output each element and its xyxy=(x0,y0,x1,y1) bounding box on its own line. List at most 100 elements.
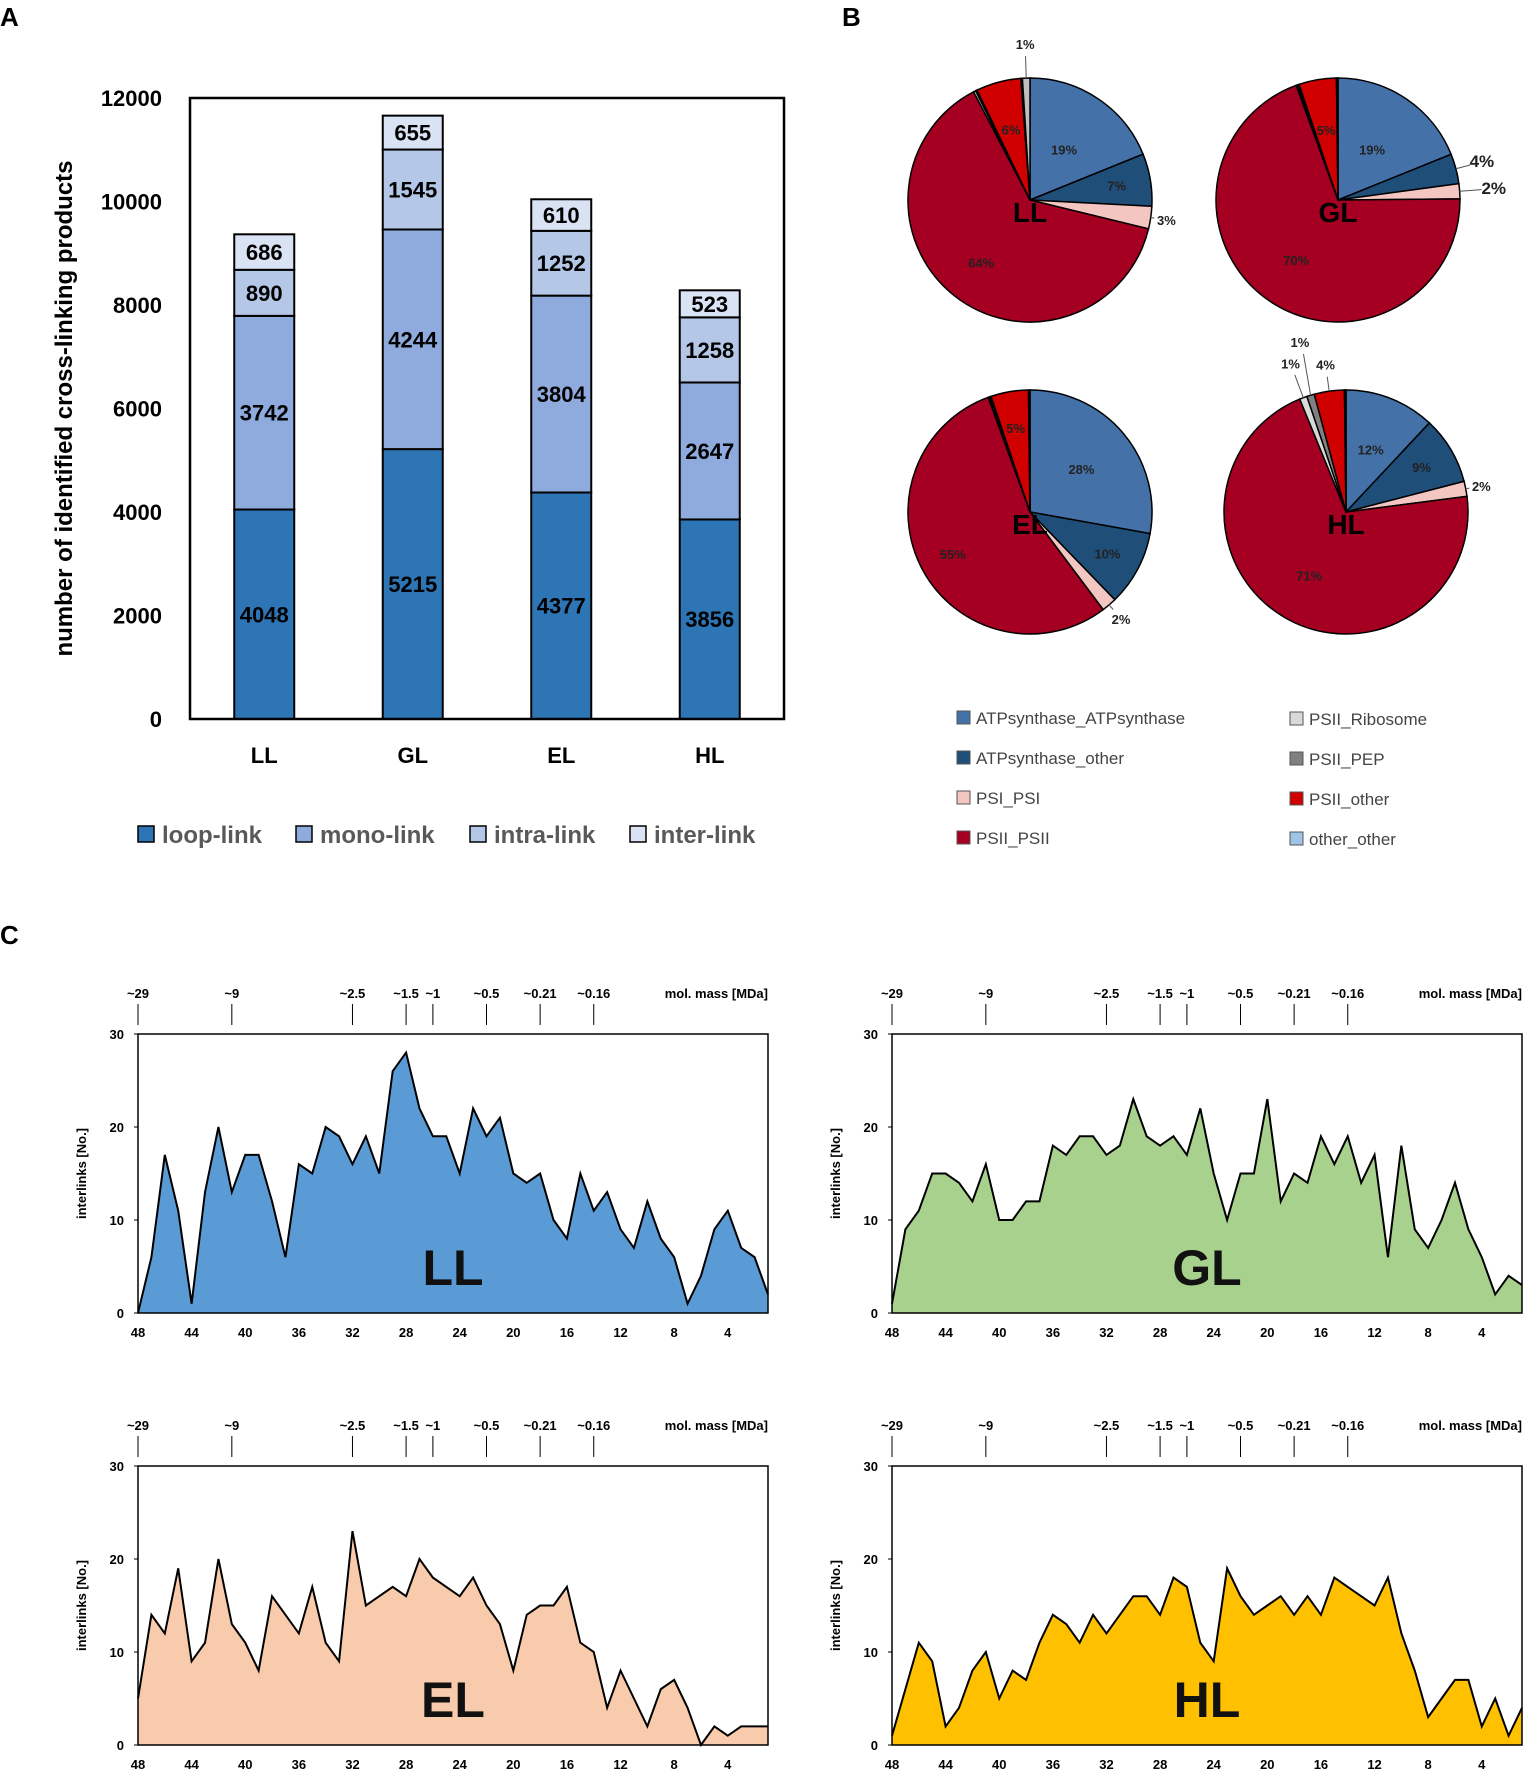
x-tick-label: 44 xyxy=(184,1757,199,1772)
x-tick-label: 28 xyxy=(399,1325,413,1340)
x-tick-label: 32 xyxy=(1099,1325,1113,1340)
x-tick-label: 4 xyxy=(1478,1757,1486,1772)
x-tick-label: 48 xyxy=(131,1325,145,1340)
panel-label-a: A xyxy=(0,2,19,32)
x-tick-label: 24 xyxy=(452,1757,467,1772)
bar-value-label: 3742 xyxy=(240,401,289,426)
y-tick-label: 20 xyxy=(864,1552,878,1567)
top-tick-label: ~0.21 xyxy=(524,986,557,1001)
y-tick-label: 10 xyxy=(110,1213,124,1228)
pie-legend-label: PSII_Ribosome xyxy=(1309,710,1427,729)
pie-legend-swatch-PSII_PEP xyxy=(1289,751,1304,766)
pie-slice-label: 5% xyxy=(1317,123,1336,138)
y-tick-label: 10000 xyxy=(101,190,162,215)
top-axis-label: mol. mass [MDa] xyxy=(665,1418,768,1433)
pie-slice-el-ATPsynthase_other xyxy=(1027,510,1151,601)
pie-slice-hl-PSII_PSII xyxy=(1223,398,1469,635)
pie-slice-label: 1% xyxy=(1291,335,1310,350)
x-tick-label: 24 xyxy=(1206,1757,1221,1772)
legend-label: inter-link xyxy=(654,822,756,849)
top-axis-label: mol. mass [MDa] xyxy=(1419,1418,1522,1433)
y-tick-label: 20 xyxy=(110,1120,124,1135)
pie-slice-el-other_other xyxy=(1027,389,1031,513)
x-tick-label: 4 xyxy=(1478,1325,1486,1340)
x-tick-label: 36 xyxy=(292,1757,306,1772)
top-tick-label: ~2.5 xyxy=(1094,1418,1120,1433)
x-tick-label: 8 xyxy=(671,1757,678,1772)
x-tick-label: 48 xyxy=(885,1757,899,1772)
legend-swatch-intra-link xyxy=(469,825,487,843)
x-tick-label: 32 xyxy=(345,1757,359,1772)
y-axis-label: interlinks [No.] xyxy=(74,1560,89,1651)
panel-label-c: C xyxy=(0,920,19,950)
bar-segment-hl-intra-link xyxy=(678,316,741,384)
pie-leader-line xyxy=(1294,374,1304,398)
area-line-EL xyxy=(137,1530,768,1748)
pie-legend-swatch-PSII_other xyxy=(1289,791,1304,806)
y-tick-label: 20 xyxy=(864,1120,878,1135)
legend-label: loop-link xyxy=(162,822,263,849)
x-tick-label: 40 xyxy=(238,1757,252,1772)
top-tick-label: ~1.5 xyxy=(393,1418,419,1433)
bar-segment-el-mono-link xyxy=(530,294,593,494)
pie-slice-label: 1% xyxy=(1016,37,1035,52)
area-line-GL xyxy=(891,1095,1523,1304)
bar-segment-ll-mono-link xyxy=(233,314,296,511)
pie-legend-swatch-other_other xyxy=(1289,831,1304,846)
pie-slice-label: 7% xyxy=(1107,178,1126,193)
pie-leader-line xyxy=(1459,189,1482,192)
top-tick-label: ~0.21 xyxy=(1278,1418,1311,1433)
pie-slice-label: 2% xyxy=(1112,612,1131,627)
pie-slice-label: 4% xyxy=(1470,152,1495,171)
area-chart-title: GL xyxy=(1172,1240,1241,1296)
pie-slice-label: 28% xyxy=(1068,462,1094,477)
top-tick-label: ~0.21 xyxy=(1278,986,1311,1001)
pie-leader-line xyxy=(1302,353,1312,396)
top-tick-label: ~2.5 xyxy=(340,1418,366,1433)
pie-legend-label: PSII_PSII xyxy=(976,829,1050,848)
category-label: EL xyxy=(547,743,575,768)
pie-slice-gl-other_other xyxy=(1335,77,1339,201)
x-tick-label: 4 xyxy=(724,1325,732,1340)
category-label: LL xyxy=(251,743,278,768)
x-tick-label: 16 xyxy=(560,1757,574,1772)
pie-slice-ll-ATPsynthase_ATPsynthase xyxy=(1029,77,1145,202)
area-fill-GL xyxy=(892,1099,1522,1313)
top-tick-label: ~0.5 xyxy=(474,986,500,1001)
bar-value-label: 610 xyxy=(543,203,580,228)
y-axis-label: interlinks [No.] xyxy=(828,1560,843,1651)
x-tick-label: 48 xyxy=(885,1325,899,1340)
bar-value-label: 3856 xyxy=(685,607,734,632)
pie-slice-el-PSII_PSII xyxy=(907,396,1105,635)
top-tick-label: ~0.16 xyxy=(1331,986,1364,1001)
x-tick-label: 8 xyxy=(1425,1757,1432,1772)
pie-legend-swatch-PSII_PSII xyxy=(956,830,971,845)
area-fill-HL xyxy=(892,1568,1522,1745)
x-tick-label: 40 xyxy=(992,1325,1006,1340)
bar-value-label: 3804 xyxy=(537,382,587,407)
y-tick-label: 0 xyxy=(871,1738,878,1753)
x-tick-label: 44 xyxy=(938,1325,953,1340)
top-tick-label: ~1.5 xyxy=(393,986,419,1001)
top-tick-label: ~1 xyxy=(425,986,440,1001)
pie-slice-label: 12% xyxy=(1358,443,1384,458)
top-tick-label: ~9 xyxy=(978,1418,993,1433)
pie-legend-label: other_other xyxy=(1309,830,1396,849)
plot-frame xyxy=(188,96,786,721)
pie-legend-label: PSII_other xyxy=(1309,790,1390,809)
plot-frame xyxy=(891,1465,1523,1746)
y-tick-label: 0 xyxy=(117,1738,124,1753)
top-tick-label: ~29 xyxy=(881,1418,903,1433)
pie-leader-line xyxy=(1025,56,1027,79)
top-tick-label: ~29 xyxy=(127,986,149,1001)
bar-segment-el-inter-link xyxy=(530,198,593,232)
x-tick-label: 28 xyxy=(399,1757,413,1772)
pie-slice-label: 19% xyxy=(1359,142,1385,157)
area-fill-EL xyxy=(138,1531,768,1745)
top-tick-label: ~9 xyxy=(224,986,239,1001)
pie-title: EL xyxy=(1012,509,1048,540)
x-tick-label: 44 xyxy=(184,1325,199,1340)
legend-label: mono-link xyxy=(320,822,435,849)
y-tick-label: 20 xyxy=(110,1552,124,1567)
